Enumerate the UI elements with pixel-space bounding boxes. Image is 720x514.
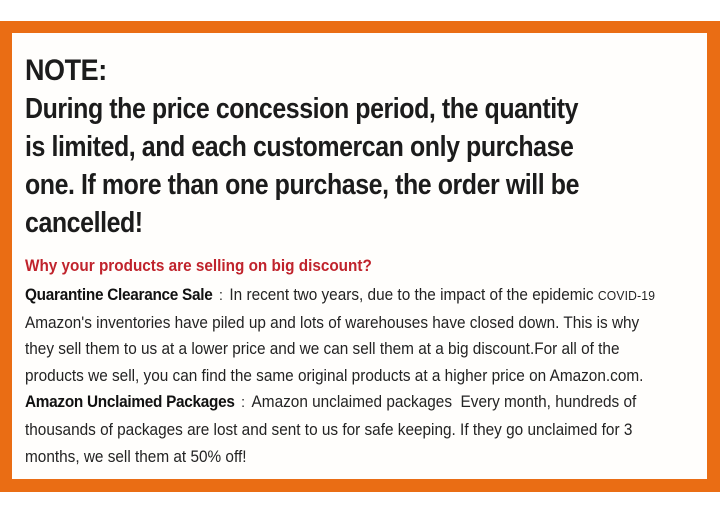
- unclaimed-line-3: months, we sell them at 50% off!: [25, 447, 247, 466]
- note-line: is limited, and each customercan only pu…: [25, 131, 574, 163]
- note-heading: NOTE:: [25, 54, 107, 87]
- unclaimed-label: Amazon Unclaimed Packages: [25, 393, 235, 412]
- unclaimed-line-2: thousands of packages are lost and sent …: [25, 420, 633, 439]
- quarantine-line-4: products we sell, you can find the same …: [25, 366, 644, 385]
- covid-tag: COVID-19: [597, 288, 656, 303]
- colon-separator: :: [219, 287, 223, 304]
- unclaimed-line-1: Amazon Unclaimed Packages: Amazon unclaim…: [25, 389, 650, 417]
- quarantine-label: Quarantine Clearance Sale: [25, 286, 213, 304]
- notice-content: NOTE: During the price concession period…: [12, 33, 707, 479]
- discount-heading: Why your products are selling on big dis…: [25, 256, 372, 275]
- quarantine-line-3: they sell them to us at a lower price an…: [25, 340, 620, 359]
- quarantine-line-2: Amazon's inventories have piled up and l…: [25, 313, 640, 332]
- quarantine-text: In recent two years, due to the impact o…: [229, 286, 598, 304]
- note-line: cancelled!: [25, 207, 143, 239]
- note-line: one. If more than one purchase, the orde…: [25, 169, 580, 201]
- quarantine-line-1: Quarantine Clearance Sale: In recent two …: [25, 282, 655, 310]
- orange-border-frame: NOTE: During the price concession period…: [0, 21, 720, 492]
- colon-separator: :: [241, 394, 246, 412]
- unclaimed-text: Amazon unclaimed packages Every month, h…: [251, 393, 637, 412]
- note-line: During the price concession period, the …: [25, 93, 579, 125]
